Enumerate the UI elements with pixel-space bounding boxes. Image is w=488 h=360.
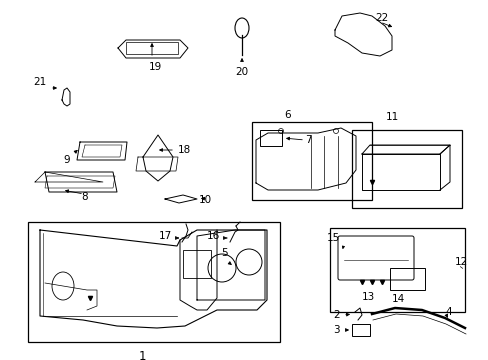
Text: 8: 8 <box>81 192 88 202</box>
Text: 1: 1 <box>138 350 145 360</box>
Bar <box>183 250 210 278</box>
Text: 22: 22 <box>374 13 387 23</box>
Bar <box>260 130 282 146</box>
Text: 13: 13 <box>361 292 374 302</box>
Text: 17: 17 <box>159 231 172 241</box>
Text: 12: 12 <box>454 257 468 267</box>
Text: 9: 9 <box>63 155 70 165</box>
Text: 14: 14 <box>390 294 404 304</box>
Text: 16: 16 <box>206 231 220 241</box>
Bar <box>351 324 369 336</box>
Text: 20: 20 <box>235 67 248 77</box>
Bar <box>351 130 461 208</box>
Bar <box>251 122 371 200</box>
Text: 3: 3 <box>333 325 339 335</box>
Text: 21: 21 <box>34 77 47 87</box>
Bar <box>126 42 178 54</box>
Bar <box>329 228 464 312</box>
Text: 5: 5 <box>221 248 228 258</box>
Text: 4: 4 <box>445 307 451 317</box>
Text: 7: 7 <box>305 135 311 145</box>
Text: 19: 19 <box>148 62 162 72</box>
Text: 11: 11 <box>385 112 398 122</box>
Text: 15: 15 <box>326 233 339 243</box>
Text: 10: 10 <box>199 195 212 205</box>
Bar <box>389 268 424 290</box>
Text: 18: 18 <box>178 145 191 155</box>
Text: 6: 6 <box>284 110 291 120</box>
Bar <box>28 222 280 342</box>
Text: 2: 2 <box>333 310 339 320</box>
